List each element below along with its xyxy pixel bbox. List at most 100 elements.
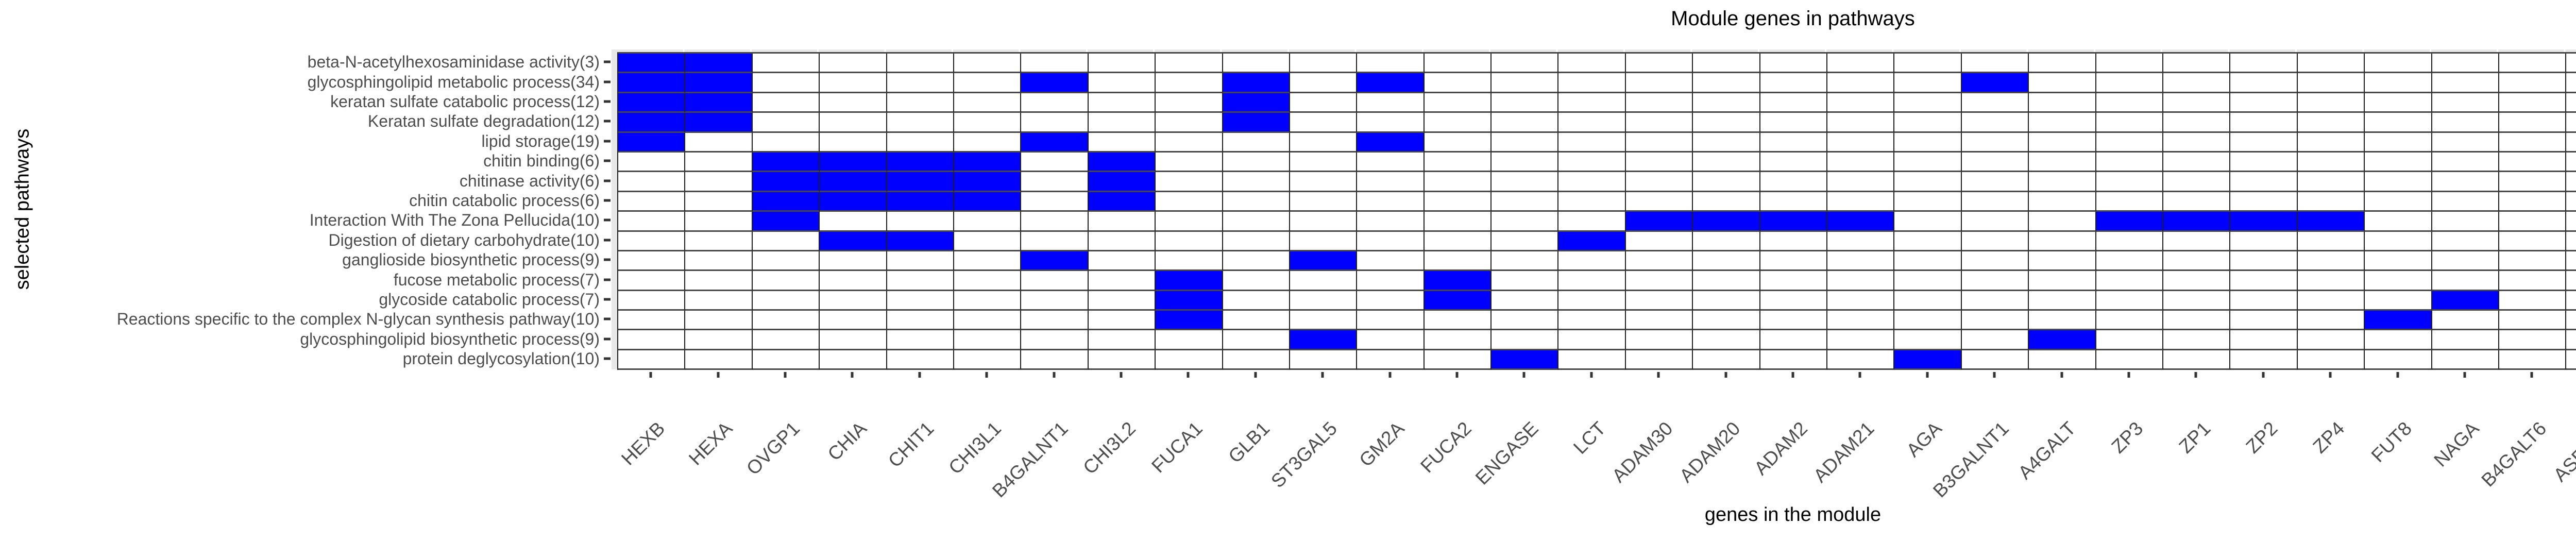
heatmap-cell — [1492, 93, 1559, 113]
x-axis-label: HEXA — [684, 417, 737, 469]
heatmap-cell — [820, 251, 887, 272]
y-axis-label: glycosphingolipid metabolic process(34) — [307, 72, 600, 91]
heatmap-cell — [685, 311, 753, 331]
heatmap-cell — [1693, 192, 1760, 212]
heatmap-cell — [2230, 271, 2298, 291]
heatmap-cell — [2566, 73, 2576, 93]
heatmap-cell — [887, 251, 954, 272]
heatmap-cell — [2096, 172, 2163, 192]
heatmap-cell — [2566, 192, 2576, 212]
heatmap-cell — [2432, 192, 2499, 212]
x-axis-label: ZP2 — [2242, 417, 2282, 458]
heatmap-cell — [1625, 192, 1693, 212]
heatmap-cell — [954, 73, 1022, 93]
heatmap-cell — [1894, 113, 1962, 133]
heatmap-cell — [1760, 291, 1828, 311]
heatmap-cell — [2566, 93, 2576, 113]
heatmap-cell — [1827, 192, 1895, 212]
heatmap-cell — [1558, 192, 1626, 212]
heatmap-cell — [685, 113, 753, 133]
heatmap-cell — [1156, 271, 1223, 291]
heatmap-cell — [1156, 291, 1223, 311]
heatmap-cell — [685, 54, 753, 74]
heatmap-cell — [1760, 212, 1828, 232]
heatmap-cell — [1021, 54, 1089, 74]
heatmap-cell — [2499, 271, 2567, 291]
heatmap-cell — [2499, 172, 2567, 192]
heatmap-cell — [2297, 172, 2365, 192]
heatmap-cell — [1088, 192, 1156, 212]
heatmap-cell — [1961, 152, 2029, 173]
heatmap-cell — [1558, 271, 1626, 291]
heatmap-cell — [1357, 271, 1425, 291]
x-axis-label: GM2A — [1355, 417, 1409, 471]
heatmap-cell — [1021, 152, 1089, 173]
heatmap-cell — [1693, 231, 1760, 251]
heatmap-cell — [820, 192, 887, 212]
y-axis-tick — [604, 337, 611, 341]
x-axis-tick — [2262, 372, 2265, 378]
heatmap-cell — [1558, 291, 1626, 311]
heatmap-cell — [618, 330, 686, 350]
heatmap-cell — [1424, 172, 1492, 192]
heatmap-cell — [752, 291, 820, 311]
heatmap-cell — [1357, 311, 1425, 331]
heatmap-cell — [1760, 113, 1828, 133]
x-axis-label: CHI3L2 — [1078, 417, 1140, 479]
heatmap-cell — [618, 73, 686, 93]
heatmap-cell — [2096, 291, 2163, 311]
heatmap-cell — [1760, 311, 1828, 331]
heatmap-cell — [2029, 311, 2096, 331]
heatmap-cell — [2566, 172, 2576, 192]
heatmap-cell — [618, 291, 686, 311]
y-axis-label: glycosphingolipid biosynthetic process(9… — [300, 329, 600, 348]
heatmap-cell — [1492, 212, 1559, 232]
heatmap-cell — [2566, 271, 2576, 291]
heatmap-cell — [2230, 93, 2298, 113]
heatmap-cell — [1961, 93, 2029, 113]
heatmap-cell — [752, 251, 820, 272]
heatmap-cell — [2230, 172, 2298, 192]
x-axis-tick — [1522, 372, 1526, 378]
heatmap-cell — [618, 192, 686, 212]
heatmap-cell — [2499, 73, 2567, 93]
heatmap-cell — [2163, 132, 2231, 153]
heatmap-cell — [1693, 113, 1760, 133]
heatmap-cell — [1290, 152, 1358, 173]
heatmap-cell — [2297, 73, 2365, 93]
heatmap-cell — [1961, 113, 2029, 133]
heatmap-cell — [1492, 251, 1559, 272]
heatmap-cell — [1021, 251, 1089, 272]
heatmap-cell — [1760, 231, 1828, 251]
heatmap-cell — [1357, 93, 1425, 113]
heatmap-cell — [887, 192, 954, 212]
x-axis-tick — [2396, 372, 2399, 378]
heatmap-cell — [1827, 172, 1895, 192]
heatmap-cell — [2029, 271, 2096, 291]
heatmap-cell — [2029, 291, 2096, 311]
heatmap-cell — [2432, 330, 2499, 350]
heatmap-cell — [2499, 251, 2567, 272]
heatmap-cell — [2297, 54, 2365, 74]
heatmap-cell — [1625, 132, 1693, 153]
heatmap-cell — [1156, 350, 1223, 370]
heatmap-cell — [1492, 231, 1559, 251]
heatmap-cell — [1625, 113, 1693, 133]
heatmap-cell — [752, 330, 820, 350]
x-axis-tick — [1053, 372, 1056, 378]
heatmap-cell — [2096, 113, 2163, 133]
heatmap-cell — [2365, 231, 2432, 251]
heatmap-cell — [618, 93, 686, 113]
heatmap-cell — [1021, 350, 1089, 370]
heatmap-cell — [820, 113, 887, 133]
heatmap-cell — [618, 212, 686, 232]
heatmap-cell — [1357, 73, 1425, 93]
heatmap-cell — [2365, 132, 2432, 153]
heatmap-cell — [2566, 212, 2576, 232]
heatmap-cell — [685, 73, 753, 93]
heatmap-cell — [1088, 350, 1156, 370]
heatmap-cell — [2096, 54, 2163, 74]
y-axis-label: chitin binding(6) — [483, 151, 600, 171]
y-axis-tick — [604, 120, 611, 123]
heatmap-cell — [2499, 113, 2567, 133]
